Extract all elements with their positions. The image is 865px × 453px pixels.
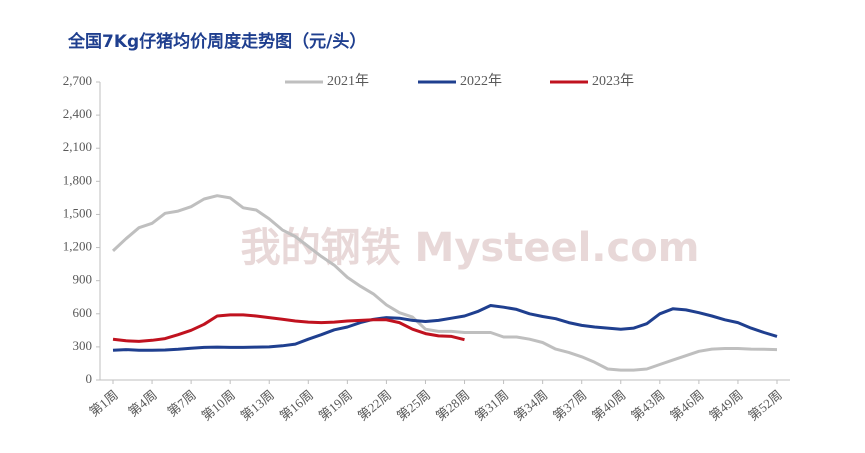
y-tick-label: 1,500 (63, 205, 92, 220)
y-tick-label: 2,100 (63, 139, 92, 154)
y-tick-label: 900 (73, 272, 93, 287)
x-tick-label: 第10周 (198, 387, 238, 424)
y-tick-label: 0 (86, 371, 93, 386)
x-tick-label: 第19周 (316, 387, 356, 424)
y-tick-label: 300 (73, 338, 93, 353)
y-tick-label: 2,400 (63, 106, 92, 121)
x-tick-label: 第43周 (628, 387, 668, 424)
x-tick-label: 第46周 (667, 387, 707, 424)
watermark: 我的钢铁 Mysteel.com (241, 225, 700, 271)
x-tick-label: 第28周 (433, 387, 473, 424)
x-tick-label: 第31周 (472, 387, 512, 424)
x-tick-label: 第1周 (86, 387, 121, 419)
x-tick-label: 第40周 (589, 387, 629, 424)
y-tick-label: 1,200 (63, 239, 92, 254)
data-line (111, 194, 778, 372)
data-line (112, 313, 465, 343)
y-tick-label: 1,800 (63, 172, 92, 187)
x-tick-label: 第34周 (511, 387, 551, 424)
chart-title: 全国7Kg仔猪均价周度走势图（元/头） (67, 31, 366, 52)
y-tick-label: 2,700 (63, 73, 92, 88)
legend-label: 2021年 (327, 73, 369, 89)
x-tick-label: 第37周 (550, 387, 590, 424)
legend-label: 2022年 (460, 73, 502, 89)
x-tick-label: 第16周 (277, 387, 317, 424)
x-tick-label: 第13周 (238, 387, 278, 424)
x-tick-label: 第52周 (745, 387, 785, 424)
x-tick-label: 第7周 (164, 387, 199, 419)
x-tick-label: 第25周 (394, 387, 434, 424)
x-tick-label: 第49周 (706, 387, 746, 424)
legend-label: 2023年 (592, 73, 634, 89)
x-tick-label: 第22周 (355, 387, 395, 424)
y-tick-label: 600 (73, 305, 93, 320)
x-tick-label: 第4周 (125, 387, 160, 419)
data-line (112, 304, 778, 352)
